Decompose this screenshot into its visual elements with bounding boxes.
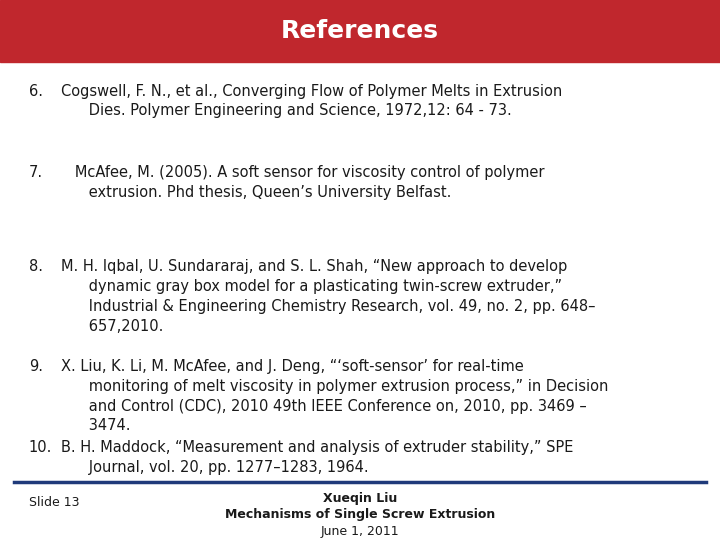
Text: B. H. Maddock, “Measurement and analysis of extruder stability,” SPE
      Journ: B. H. Maddock, “Measurement and analysis… bbox=[61, 440, 574, 475]
Text: Slide 13: Slide 13 bbox=[29, 496, 79, 509]
Text: Mechanisms of Single Screw Extrusion: Mechanisms of Single Screw Extrusion bbox=[225, 508, 495, 521]
FancyBboxPatch shape bbox=[0, 0, 720, 62]
Text: 9.: 9. bbox=[29, 359, 42, 374]
Text: Xueqin Liu: Xueqin Liu bbox=[323, 492, 397, 505]
Text: 6.: 6. bbox=[29, 84, 42, 99]
Text: 7.: 7. bbox=[29, 165, 43, 180]
Text: June 1, 2011: June 1, 2011 bbox=[320, 525, 400, 538]
Text: References: References bbox=[281, 19, 439, 43]
Text: 8.: 8. bbox=[29, 259, 42, 274]
Text: McAfee, M. (2005). A soft sensor for viscosity control of polymer
      extrusio: McAfee, M. (2005). A soft sensor for vis… bbox=[61, 165, 545, 199]
Text: Cogswell, F. N., et al., Converging Flow of Polymer Melts in Extrusion
      Die: Cogswell, F. N., et al., Converging Flow… bbox=[61, 84, 562, 118]
Text: M. H. Iqbal, U. Sundararaj, and S. L. Shah, “New approach to develop
      dynam: M. H. Iqbal, U. Sundararaj, and S. L. Sh… bbox=[61, 259, 595, 334]
Text: 10.: 10. bbox=[29, 440, 52, 455]
Text: X. Liu, K. Li, M. McAfee, and J. Deng, “‘soft-sensor’ for real-time
      monito: X. Liu, K. Li, M. McAfee, and J. Deng, “… bbox=[61, 359, 608, 434]
